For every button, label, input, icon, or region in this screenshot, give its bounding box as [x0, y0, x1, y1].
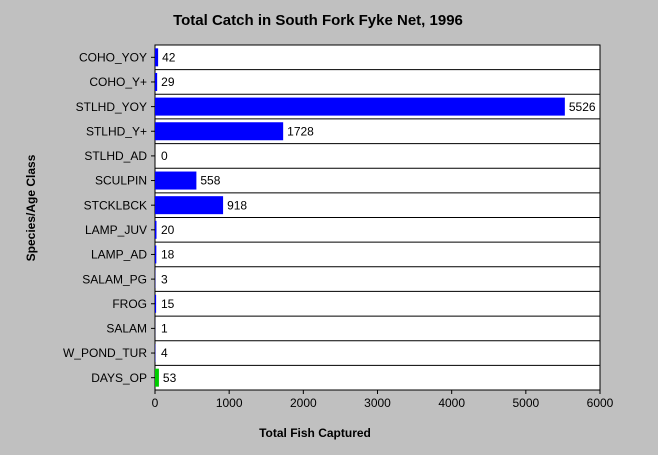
value-label: 558 [200, 174, 220, 188]
y-tick-label: STLHD_Y+ [86, 124, 147, 138]
value-label: 29 [161, 75, 175, 89]
y-tick-label: LAMP_JUV [85, 223, 147, 237]
value-label: 53 [163, 371, 177, 385]
x-tick-label: 2000 [290, 396, 317, 410]
y-tick-label: SALAM [106, 322, 147, 336]
value-label: 918 [227, 198, 247, 212]
bar [155, 196, 224, 215]
y-tick-label: COHO_Y+ [89, 75, 147, 89]
y-tick-label: DAYS_OP [91, 371, 147, 385]
value-label: 15 [161, 297, 175, 311]
y-tick-label: W_POND_TUR [63, 346, 147, 360]
x-tick-label: 5000 [512, 396, 539, 410]
x-tick-label: 1000 [216, 396, 243, 410]
y-tick-label: SCULPIN [95, 174, 147, 188]
x-tick-label: 0 [152, 396, 159, 410]
y-tick-label: STLHD_AD [84, 149, 147, 163]
y-tick-label: LAMP_AD [91, 248, 147, 262]
y-tick-label: STLHD_YOY [76, 100, 147, 114]
x-axis-title: Total Fish Captured [259, 426, 371, 440]
x-tick-label: 3000 [364, 396, 391, 410]
value-label: 1 [161, 322, 168, 336]
value-label: 42 [162, 50, 176, 64]
bar [155, 220, 157, 239]
x-tick-label: 6000 [587, 396, 614, 410]
y-tick-label: STCKLBCK [84, 198, 147, 212]
bar [155, 48, 159, 67]
chart-title: Total Catch in South Fork Fyke Net, 1996 [173, 12, 463, 29]
bar [155, 294, 157, 313]
y-tick-label: COHO_YOY [79, 50, 147, 64]
y-tick-label: FROG [112, 297, 147, 311]
value-label: 1728 [287, 124, 314, 138]
x-tick-label: 4000 [438, 396, 465, 410]
bar [155, 245, 157, 264]
y-tick-label: SALAM_PG [82, 272, 147, 286]
bar [155, 122, 284, 141]
value-label: 4 [161, 346, 168, 360]
value-label: 5526 [569, 100, 596, 114]
value-label: 18 [161, 248, 175, 262]
value-label: 20 [161, 223, 175, 237]
bar [155, 72, 158, 91]
bar [155, 97, 565, 116]
value-label: 3 [161, 272, 168, 286]
bar [155, 171, 197, 190]
bar [155, 368, 159, 387]
y-axis-title: Species/Age Class [24, 154, 38, 261]
value-label: 0 [161, 149, 168, 163]
